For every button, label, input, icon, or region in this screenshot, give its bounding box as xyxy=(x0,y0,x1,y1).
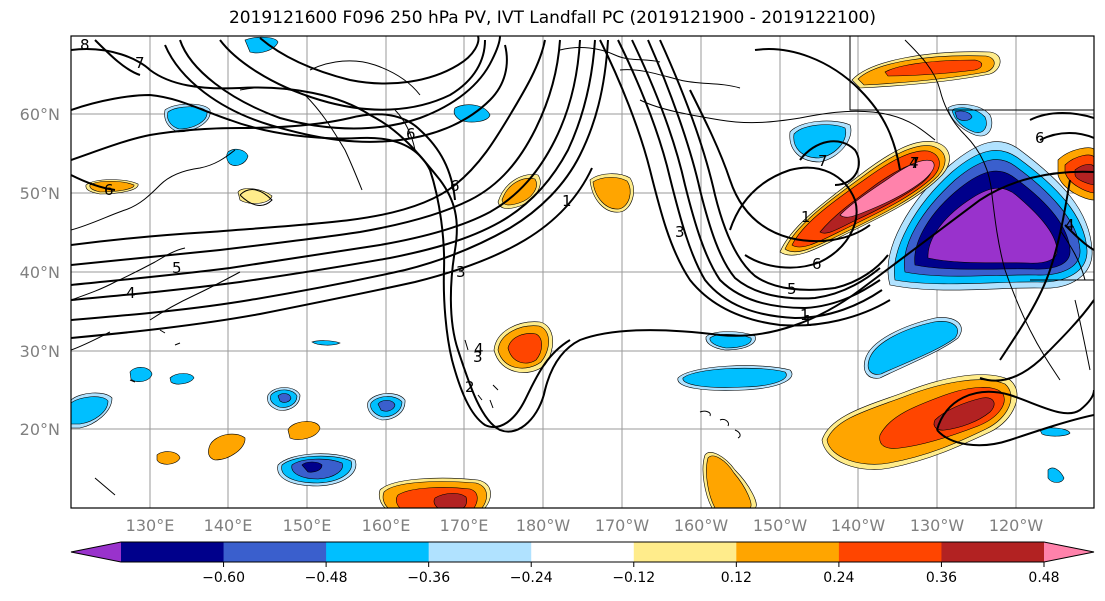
colorbar-segment xyxy=(633,542,737,562)
contour-label: 8 xyxy=(80,36,90,54)
contour-label: 1 xyxy=(800,306,810,324)
lon-label: 180°W xyxy=(516,516,571,535)
colorbar: −0.60 −0.48 −0.36 −0.24 −0.12 0.12 0.24 0.36 0.4… xyxy=(70,541,1095,586)
contour-label: 4 xyxy=(474,340,484,358)
colorbar-extend-min xyxy=(71,542,121,562)
figure-title: 2019121600 F096 250 hPa PV, IVT Landfall… xyxy=(228,8,876,28)
contour-label: 7 xyxy=(818,152,828,170)
contour-label: 3 xyxy=(675,223,685,241)
contour-label: 6 xyxy=(450,177,460,195)
lat-label: 20°N xyxy=(20,420,60,439)
colorbar-segment xyxy=(223,542,327,562)
contour-label: 5 xyxy=(787,280,797,298)
contour-label: 2 xyxy=(465,378,475,396)
contour-label: 6 xyxy=(104,181,114,199)
contour-label: 3 xyxy=(456,263,466,281)
lon-label: 130°E xyxy=(126,516,175,535)
contour-label: 4 xyxy=(126,284,136,302)
lon-label: 160°W xyxy=(674,516,729,535)
contour-label: 6 xyxy=(1035,129,1045,147)
contour-label: 4 xyxy=(1065,216,1075,234)
colorbar-tick-label: −0.60 xyxy=(202,570,245,586)
map-panel: 8 7 6 6 6 5 4 1 3 3 2 1 4 3 5 6 7 1 7 4 xyxy=(71,36,1094,508)
pv-anomaly-fill xyxy=(71,36,1094,508)
colorbar-segment xyxy=(326,542,430,562)
contour-label: 5 xyxy=(172,259,182,277)
colorbar-tick-label: 0.48 xyxy=(1028,570,1059,586)
lat-label: 50°N xyxy=(20,184,60,203)
contour-label: 3 xyxy=(473,348,483,366)
contour-label: 7 xyxy=(135,54,145,72)
colorbar-tick-label: 0.12 xyxy=(721,570,752,586)
lon-label: 170°E xyxy=(440,516,489,535)
lon-label: 130°W xyxy=(910,516,965,535)
contour-label: 6 xyxy=(406,125,416,143)
colorbar-tick-label: −0.12 xyxy=(612,570,655,586)
colorbar-segment xyxy=(838,542,942,562)
lon-label: 160°E xyxy=(362,516,411,535)
colorbar-segment xyxy=(428,542,532,562)
contour-label: 1 xyxy=(562,192,572,210)
contour-label: 4 xyxy=(909,154,919,172)
lon-label: 170°W xyxy=(595,516,650,535)
contour-label: 6 xyxy=(812,255,822,273)
lon-label: 120°W xyxy=(989,516,1044,535)
lat-label: 60°N xyxy=(20,105,60,124)
colorbar-segment xyxy=(941,542,1045,562)
contour-label: 1 xyxy=(803,312,813,330)
longitude-labels: 130°E 140°E 150°E 160°E 170°E 180°W 170°… xyxy=(126,516,1044,535)
contour-label: 1 xyxy=(801,208,811,226)
colorbar-tick-label: 0.24 xyxy=(823,570,854,586)
colorbar-tick-label: −0.36 xyxy=(407,570,450,586)
colorbar-tick-label: −0.24 xyxy=(510,570,553,586)
colorbar-extend-max xyxy=(1044,542,1094,562)
colorbar-segment xyxy=(531,542,635,562)
map-frame xyxy=(70,35,1095,509)
contour-label: 7 xyxy=(910,154,920,172)
lon-label: 140°W xyxy=(831,516,886,535)
latitude-labels: 60°N 50°N 40°N 30°N 20°N xyxy=(20,105,60,439)
lon-label: 150°W xyxy=(753,516,808,535)
pv-contours xyxy=(71,36,1094,447)
colorbar-segment xyxy=(121,542,225,562)
contour-labels: 8 7 6 6 6 5 4 1 3 3 2 1 4 3 5 6 7 1 7 4 xyxy=(80,36,1075,396)
lat-label: 40°N xyxy=(20,263,60,282)
lon-label: 140°E xyxy=(204,516,253,535)
colorbar-tick-label: −0.48 xyxy=(305,570,348,586)
lon-label: 150°E xyxy=(283,516,332,535)
colorbar-segment xyxy=(736,542,840,562)
lat-label: 30°N xyxy=(20,342,60,361)
colorbar-outline xyxy=(70,541,1095,563)
colorbar-tick-label: 0.36 xyxy=(926,570,957,586)
